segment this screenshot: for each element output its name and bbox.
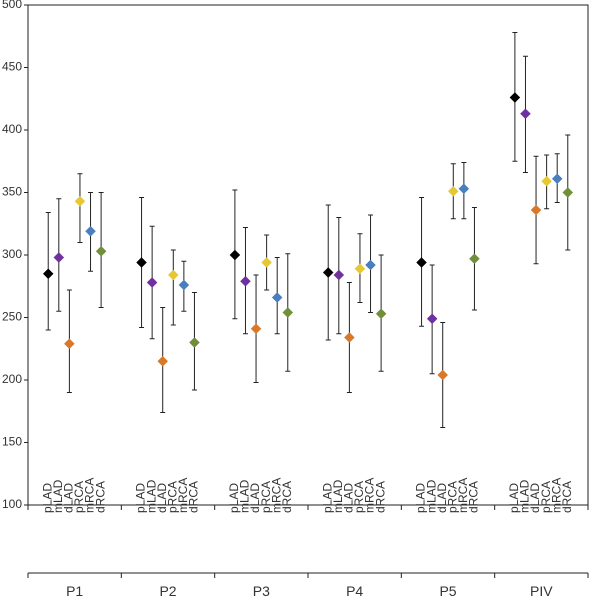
marker-pRCA — [262, 258, 272, 268]
y-tick-label: 200 — [2, 372, 22, 386]
marker-pRCA — [542, 176, 552, 186]
marker-mLAD — [334, 270, 344, 280]
y-tick-label: 300 — [2, 247, 22, 261]
marker-pLAD — [323, 268, 333, 278]
sub-category-label: dRCA — [467, 481, 481, 513]
sub-category-label: dRCA — [280, 481, 294, 513]
sub-category-label: dRCA — [93, 481, 107, 513]
group-label: P4 — [346, 583, 363, 599]
y-tick-label: 450 — [2, 60, 22, 74]
y-tick-label: 350 — [2, 185, 22, 199]
marker-mLAD — [147, 278, 157, 288]
marker-dLAD — [158, 356, 168, 366]
marker-mRCA — [179, 280, 189, 290]
marker-pLAD — [510, 93, 520, 103]
group-label: P2 — [159, 583, 176, 599]
marker-dLAD — [344, 333, 354, 343]
y-tick-label: 500 — [2, 0, 22, 11]
group-label: PIV — [530, 583, 553, 599]
marker-mLAD — [54, 253, 64, 263]
marker-dRCA — [376, 309, 386, 319]
marker-mRCA — [86, 226, 96, 236]
marker-dRCA — [563, 188, 573, 198]
marker-pLAD — [43, 269, 53, 279]
marker-dLAD — [438, 370, 448, 380]
sub-category-label: dRCA — [187, 481, 201, 513]
marker-pLAD — [417, 258, 427, 268]
marker-pRCA — [448, 186, 458, 196]
marker-dLAD — [64, 339, 74, 349]
y-tick-label: 150 — [2, 435, 22, 449]
marker-dRCA — [283, 308, 293, 318]
marker-mRCA — [272, 293, 282, 303]
marker-dRCA — [469, 254, 479, 264]
marker-mLAD — [427, 314, 437, 324]
group-label: P5 — [439, 583, 456, 599]
marker-mRCA — [366, 260, 376, 270]
marker-dRCA — [189, 338, 199, 348]
marker-pRCA — [75, 196, 85, 206]
chart-svg: 100150200250300350400450500pLADmLADdLADp… — [0, 0, 601, 601]
errorbar-chart: 100150200250300350400450500pLADmLADdLADp… — [0, 0, 601, 601]
group-label: P3 — [253, 583, 270, 599]
y-tick-label: 250 — [2, 310, 22, 324]
group-label: P1 — [66, 583, 83, 599]
marker-mLAD — [240, 276, 250, 286]
marker-mRCA — [552, 174, 562, 184]
marker-pLAD — [137, 258, 147, 268]
marker-dRCA — [96, 246, 106, 256]
marker-dLAD — [251, 324, 261, 334]
marker-dLAD — [531, 205, 541, 215]
marker-pRCA — [355, 264, 365, 274]
sub-category-label: dRCA — [560, 481, 574, 513]
marker-mLAD — [520, 109, 530, 119]
sub-category-label: dRCA — [373, 481, 387, 513]
marker-mRCA — [459, 184, 469, 194]
y-tick-label: 400 — [2, 122, 22, 136]
marker-pRCA — [168, 270, 178, 280]
y-tick-label: 100 — [2, 497, 22, 511]
marker-pLAD — [230, 250, 240, 260]
